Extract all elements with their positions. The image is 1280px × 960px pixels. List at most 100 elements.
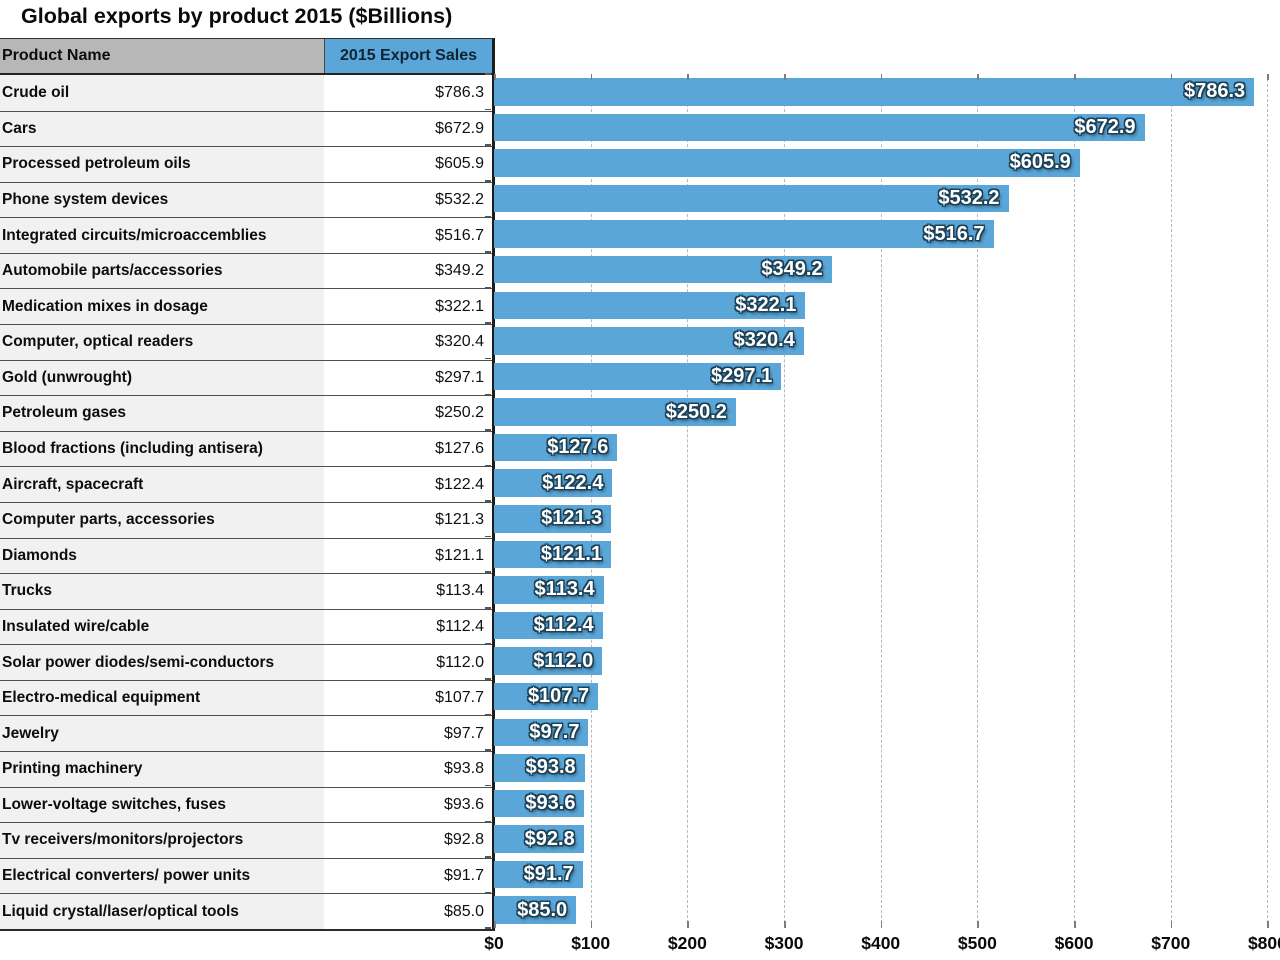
export-sales-cell: $93.6: [324, 787, 492, 823]
product-name-cell: Petroleum gases: [0, 396, 324, 431]
axis-tick-top: [977, 74, 979, 80]
bar: $113.4: [494, 576, 604, 604]
table-row: Jewelry $97.7: [0, 715, 492, 751]
product-name-cell: Crude oil: [0, 75, 324, 111]
category-tick: [485, 784, 491, 787]
export-sales-cell: $516.7: [324, 218, 492, 253]
x-axis-label: $300: [764, 933, 804, 953]
category-tick: [485, 322, 491, 324]
table-row: Petroleum gases $250.2: [0, 395, 492, 431]
bar-value-label: $320.4: [733, 329, 795, 352]
bar-value-label: $672.9: [1074, 115, 1136, 138]
x-axis-label: $100: [571, 933, 611, 953]
export-sales-cell: $250.2: [324, 396, 492, 431]
bar-value-label: $92.8: [524, 827, 575, 850]
product-name-cell: Aircraft, spacecraft: [0, 467, 324, 502]
category-tick: [485, 607, 491, 609]
category-tick: [485, 927, 491, 929]
axis-tick-bottom: [977, 921, 979, 928]
axis-tick-bottom: [590, 921, 593, 928]
bar-value-label: $516.7: [923, 222, 985, 245]
table-row: Electrical converters/ power units $91.7: [0, 857, 492, 894]
bar: $122.4: [494, 469, 613, 497]
product-name-cell: Lower-voltage switches, fuses: [0, 787, 324, 823]
category-tick: [485, 820, 491, 822]
export-sales-cell: $127.6: [324, 431, 492, 467]
column-header-product-name: Product Name: [0, 39, 324, 73]
axis-tick-top: [1074, 74, 1076, 80]
product-name-cell: Tv receivers/monitors/projectors: [0, 823, 324, 858]
bar: $92.8: [494, 825, 584, 853]
table-row: Computer, optical readers $320.4: [0, 324, 492, 360]
product-name-cell: Phone system devices: [0, 182, 324, 218]
product-name-cell: Computer, optical readers: [0, 325, 324, 360]
table-row: Tv receivers/monitors/projectors $92.8: [0, 822, 492, 858]
product-name-cell: Trucks: [0, 574, 324, 609]
bar-value-label: $112.4: [533, 614, 594, 636]
category-tick: [485, 144, 491, 146]
bar: $121.3: [494, 505, 612, 533]
product-name-cell: Diamonds: [0, 538, 324, 574]
category-tick: [485, 642, 491, 645]
table-row: Solar power diodes/semi-conductors $112.…: [0, 644, 492, 680]
chart-title: Global exports by product 2015 ($Billion…: [21, 4, 453, 28]
table-row: Integrated circuits/microaccemblies $516…: [0, 217, 492, 253]
x-axis-label: $800: [1247, 933, 1280, 953]
category-tick: [485, 357, 491, 360]
bar-value-label: $297.1: [711, 364, 773, 387]
product-name-cell: Gold (unwrought): [0, 360, 324, 396]
export-sales-cell: $297.1: [324, 360, 492, 396]
bar: $250.2: [494, 398, 736, 426]
bar: $112.0: [494, 647, 603, 675]
bar-value-label: $93.8: [525, 756, 576, 779]
product-name-cell: Liquid crystal/laser/optical tools: [0, 894, 324, 929]
bar: $322.1: [494, 291, 806, 319]
category-tick: [485, 535, 491, 538]
bar: $532.2: [494, 184, 1009, 213]
bar: $97.7: [494, 718, 589, 746]
export-sales-cell: $112.0: [324, 645, 492, 680]
table-row: Liquid crystal/laser/optical tools $85.0: [0, 893, 492, 929]
axis-tick-top: [784, 74, 786, 80]
category-tick: [485, 286, 491, 289]
bar: $85.0: [494, 896, 577, 924]
bar-value-label: $93.6: [525, 791, 576, 814]
bar-value-label: $322.1: [735, 293, 797, 316]
export-sales-cell: $122.4: [324, 467, 492, 502]
bar-plot-area: $786.3 $672.9 $605.9 $532.2 $516.7 $349.…: [485, 73, 1280, 929]
bar-value-label: $786.3: [1184, 80, 1246, 103]
table-row: Aircraft, spacecraft $122.4: [0, 466, 492, 502]
bar-value-label: $85.0: [517, 898, 568, 921]
category-tick: [485, 856, 491, 858]
product-name-cell: Jewelry: [0, 716, 324, 751]
product-table: Product Name 2015 Export Sales Crude oil…: [0, 38, 495, 931]
x-axis-label: $200: [667, 933, 707, 953]
export-sales-cell: $532.2: [324, 182, 492, 218]
bar: $127.6: [494, 433, 618, 462]
axis-tick-bottom: [687, 921, 689, 928]
axis-tick-bottom: [494, 921, 496, 928]
table-row: Trucks $113.4: [0, 573, 492, 609]
category-tick: [485, 713, 491, 716]
bar: $107.7: [494, 682, 599, 711]
product-name-cell: Electro-medical equipment: [0, 680, 324, 716]
category-tick: [485, 891, 491, 894]
bar: $297.1: [494, 362, 782, 391]
export-sales-cell: $91.7: [324, 858, 492, 894]
axis-tick-top: [1170, 74, 1173, 80]
product-name-cell: Blood fractions (including antisera): [0, 431, 324, 467]
table-row: Electro-medical equipment $107.7: [0, 679, 492, 716]
axis-tick-bottom: [784, 921, 786, 928]
product-name-cell: Automobile parts/accessories: [0, 253, 324, 289]
table-row: Insulated wire/cable $112.4: [0, 608, 492, 645]
bar: $121.1: [494, 540, 612, 569]
x-axis-label: $400: [861, 933, 901, 953]
axis-tick-bottom: [1074, 921, 1076, 928]
product-name-cell: Processed petroleum oils: [0, 147, 324, 182]
category-tick: [485, 108, 491, 111]
x-axis-label: $0: [484, 933, 504, 953]
axis-tick-bottom: [880, 921, 883, 928]
bar-value-label: $97.7: [529, 720, 580, 743]
axis-tick-top: [687, 74, 689, 80]
